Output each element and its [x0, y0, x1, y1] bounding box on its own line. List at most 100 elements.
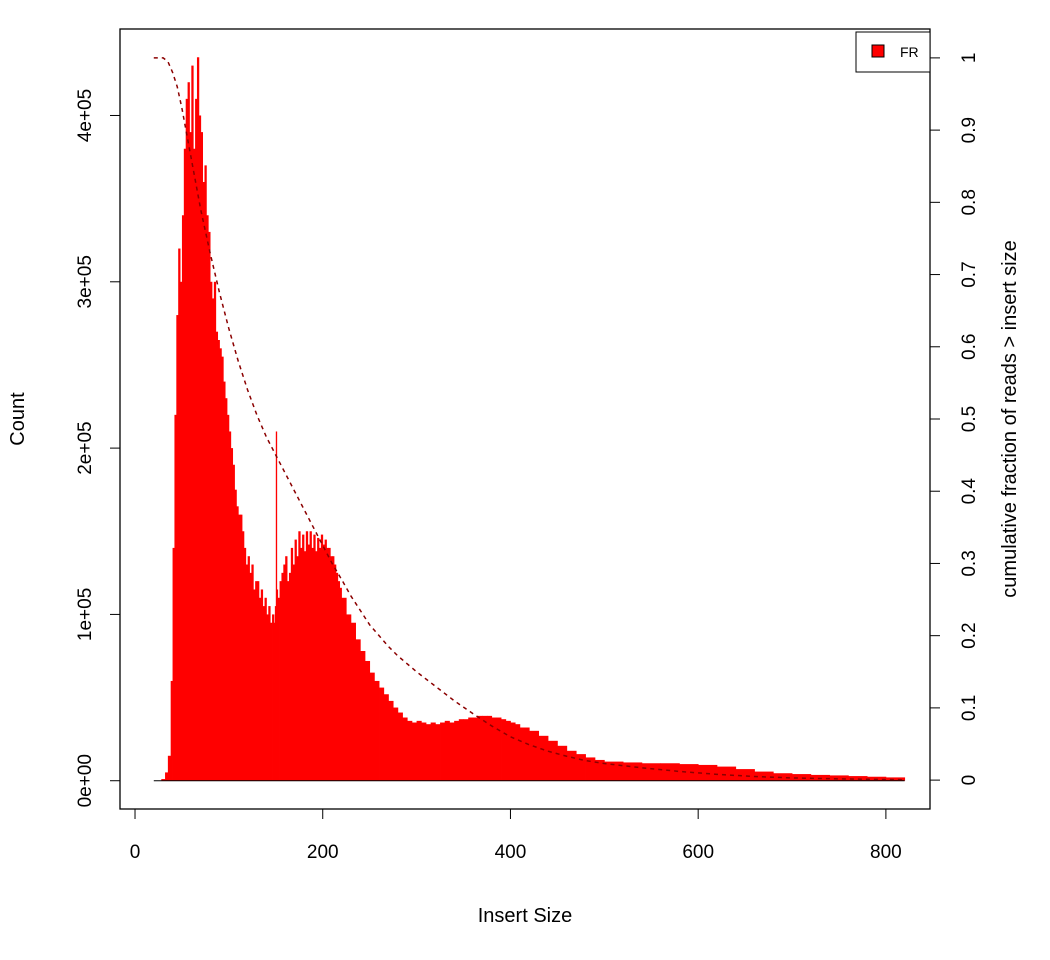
histogram-bar	[178, 248, 181, 781]
y-tick-label: 4e+05	[75, 89, 96, 142]
histogram-bar	[566, 750, 577, 781]
y-axis-left: 0e+00 1e+05 2e+05 3e+05 4e+05	[75, 89, 121, 807]
histogram-bar	[161, 779, 166, 781]
histogram-bar	[407, 720, 413, 781]
histogram-bar	[230, 448, 234, 781]
histogram-bar	[585, 757, 596, 781]
x-tick-label: 0	[130, 842, 141, 863]
legend-label-fr: FR	[900, 44, 919, 60]
y-tick-label: 3e+05	[75, 255, 96, 308]
histogram-bar	[272, 614, 275, 781]
histogram-bar	[189, 132, 192, 781]
histogram-bar	[268, 606, 271, 781]
histogram-bar	[482, 715, 488, 781]
histogram-bar	[257, 581, 260, 781]
histogram-bar	[191, 65, 194, 781]
histogram-bar	[255, 581, 258, 781]
histogram-bar	[458, 719, 464, 781]
histogram-bar	[360, 651, 366, 781]
histogram-bar	[716, 766, 737, 781]
histogram-bar	[183, 148, 187, 781]
histogram-bar	[234, 489, 237, 781]
histogram-bar	[660, 763, 680, 781]
histogram-bar	[208, 231, 211, 781]
histogram-bar	[204, 165, 207, 781]
histogram-bar	[275, 431, 278, 781]
histogram-bar	[240, 514, 243, 781]
histogram-bar	[276, 589, 279, 781]
y-tick-label: 1e+05	[75, 588, 96, 641]
histogram-bar	[253, 589, 256, 781]
histogram-bar	[529, 730, 540, 781]
histogram-bar	[298, 531, 301, 781]
histogram-bar	[206, 215, 209, 781]
y2-tick-label: 0.4	[959, 478, 980, 505]
y2-tick-label: 0.1	[959, 695, 980, 721]
histogram-bar	[322, 544, 326, 781]
histogram-bar	[185, 98, 188, 781]
histogram-bar	[317, 537, 320, 781]
histogram-bar	[296, 556, 299, 781]
histogram-bar	[411, 722, 417, 781]
cumulative-fraction-line	[153, 57, 905, 781]
histogram-bar	[305, 531, 309, 781]
histogram-bar	[773, 773, 793, 781]
histogram-bar	[320, 534, 324, 781]
histogram-bar	[337, 581, 341, 781]
histogram-bar	[302, 534, 305, 781]
histogram-bar	[421, 722, 427, 781]
histogram-bar	[519, 727, 530, 781]
y2-tick-label: 1	[959, 53, 980, 64]
histogram-bar	[341, 597, 347, 781]
y2-tick-label: 0.8	[959, 189, 980, 215]
histogram-bar	[243, 547, 247, 781]
histogram-bar	[262, 606, 265, 781]
x-tick-label: 800	[870, 842, 902, 863]
histogram-bar	[557, 745, 568, 781]
y-axis-right: 0 0.1 0.2 0.3 0.4 0.5 0.6 0.7 0.8 0.9 1	[929, 53, 980, 785]
legend: FR	[855, 31, 931, 73]
histogram-bar	[181, 215, 185, 781]
histogram-bar	[238, 514, 241, 781]
histogram-bar	[273, 622, 276, 781]
histogram-bar	[165, 772, 169, 781]
y-axis-title: Count	[7, 392, 29, 446]
histogram-bar	[491, 717, 497, 781]
histogram-bar	[232, 464, 235, 781]
histogram-bar	[277, 597, 280, 781]
histogram-bar	[200, 132, 203, 781]
histogram-bar	[274, 606, 277, 781]
histogram-bar	[538, 735, 549, 781]
histogram-bar	[326, 547, 329, 781]
y2-tick-label: 0.6	[959, 334, 980, 360]
histogram-bar	[307, 544, 310, 781]
y2-axis-title: cumulative fraction of reads > insert si…	[999, 240, 1021, 597]
y2-tick-label: 0.7	[959, 261, 980, 287]
histogram-bar	[324, 539, 327, 781]
histogram-bar	[260, 589, 264, 781]
histogram-bar	[379, 687, 385, 781]
histogram-bar	[430, 722, 436, 781]
histogram-bar	[332, 556, 335, 781]
histogram-bar	[328, 547, 331, 781]
histogram-bar	[264, 597, 267, 781]
histogram-bar	[604, 761, 624, 781]
histogram-bar	[449, 722, 455, 781]
histogram-bar	[350, 622, 356, 781]
histogram-bar	[309, 531, 312, 781]
histogram-bar	[167, 755, 172, 781]
histogram-bar	[472, 717, 478, 781]
histogram-bar	[315, 551, 318, 781]
histogram-bar	[318, 547, 322, 781]
histogram-bar	[454, 720, 460, 781]
histogram-bar	[848, 776, 868, 781]
histogram-bar	[279, 581, 282, 781]
histogram-bar	[501, 719, 507, 781]
x-tick-label: 600	[682, 842, 714, 863]
histogram-bar	[698, 764, 718, 781]
y2-tick-label: 0.5	[959, 406, 980, 432]
histogram-bar	[221, 356, 224, 781]
histogram-bar	[477, 715, 483, 781]
histogram-bar	[339, 587, 342, 781]
x-axis-title: Insert Size	[478, 905, 572, 927]
